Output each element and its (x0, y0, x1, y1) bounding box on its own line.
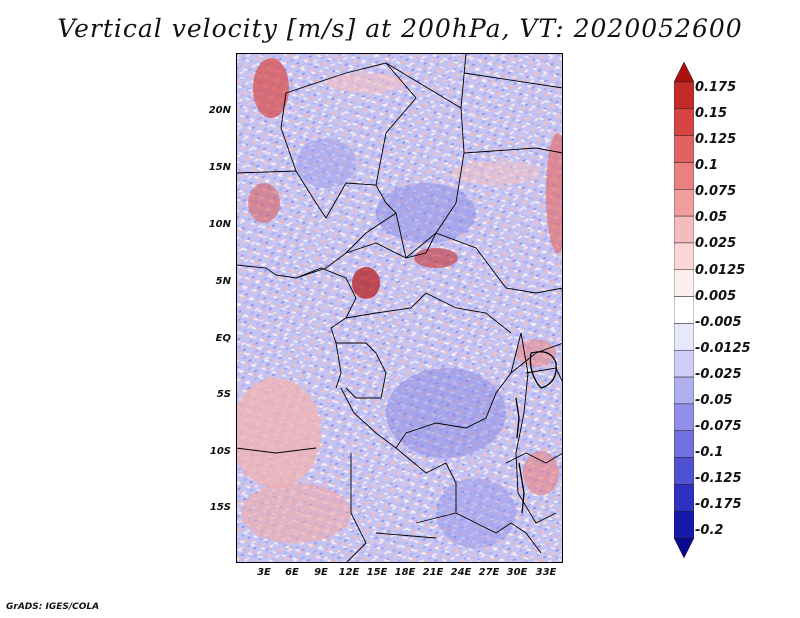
colorbar-label: -0.05 (695, 393, 733, 408)
colorbar-segment (674, 242, 694, 271)
colorbar-segment (674, 296, 694, 324)
colorbar-label: 0.05 (695, 210, 728, 225)
lat-label: 20N (208, 105, 231, 116)
colorbar-top-triangle (674, 62, 694, 83)
colorbar-segment (674, 484, 694, 512)
colorbar-segment (674, 135, 694, 163)
negative-velocity-areas (296, 138, 516, 548)
lon-label: 30E (506, 567, 528, 578)
lat-label: 15N (208, 162, 231, 173)
colorbar-label: -0.075 (695, 419, 742, 434)
colorbar-label: -0.125 (695, 471, 742, 486)
lat-label: 10S (209, 446, 231, 457)
colorbar-segment (674, 349, 694, 378)
colorbar-segment (674, 430, 694, 458)
colorbar-label: 0.175 (695, 80, 737, 95)
chart-title: Vertical velocity [m/s] at 200hPa, VT: 2… (57, 14, 743, 43)
colorbar-segment (674, 269, 694, 297)
lat-label: 5N (215, 276, 231, 287)
colorbar-segment (674, 323, 694, 351)
map-plot-area (236, 53, 563, 563)
map-frame (236, 53, 563, 563)
colorbar-segment (674, 510, 694, 539)
lat-label: 15S (209, 502, 231, 513)
colorbar-label: 0.0125 (695, 263, 746, 278)
lon-label: 18E (394, 567, 416, 578)
country-borders (236, 53, 563, 563)
colorbar-label: -0.2 (695, 523, 724, 538)
lon-label: 3E (257, 567, 271, 578)
colorbar-label: 0.075 (695, 184, 737, 199)
colorbar-label: -0.005 (695, 315, 742, 330)
colorbar-label: -0.175 (695, 497, 742, 512)
colorbar-label: -0.025 (695, 367, 742, 382)
grads-credit: GrADS: IGES/COLA (6, 602, 100, 612)
colorbar-label: 0.125 (695, 132, 737, 147)
colorbar (674, 62, 694, 558)
lat-label: 5S (216, 389, 231, 400)
lon-label: 24E (450, 567, 472, 578)
colorbar-label: 0.1 (695, 158, 719, 173)
lakes-and-coast (515, 351, 557, 514)
colorbar-segment (674, 108, 694, 136)
lat-label: EQ (215, 333, 231, 344)
colorbar-label: 0.005 (695, 289, 737, 304)
colorbar-segment (674, 81, 694, 110)
lon-label: 6E (285, 567, 299, 578)
colorbar-bottom-triangle (674, 537, 694, 558)
lon-label: 9E (314, 567, 328, 578)
colorbar-segment (674, 215, 694, 244)
lon-label: 33E (535, 567, 557, 578)
colorbar-segment (674, 376, 694, 405)
colorbar-segment (674, 162, 694, 190)
colorbar-segment (674, 403, 694, 431)
lon-label: 21E (422, 567, 444, 578)
lon-label: 15E (366, 567, 388, 578)
positive-velocity-areas (236, 58, 563, 543)
colorbar-label: 0.15 (695, 106, 728, 121)
lon-label: 12E (338, 567, 360, 578)
colorbar-label: -0.0125 (695, 341, 751, 356)
colorbar-label: 0.025 (695, 236, 737, 251)
lon-label: 27E (478, 567, 500, 578)
colorbar-label: -0.1 (695, 445, 724, 460)
colorbar-segment (674, 457, 694, 485)
lat-label: 10N (208, 219, 231, 230)
colorbar-segment (674, 189, 694, 217)
